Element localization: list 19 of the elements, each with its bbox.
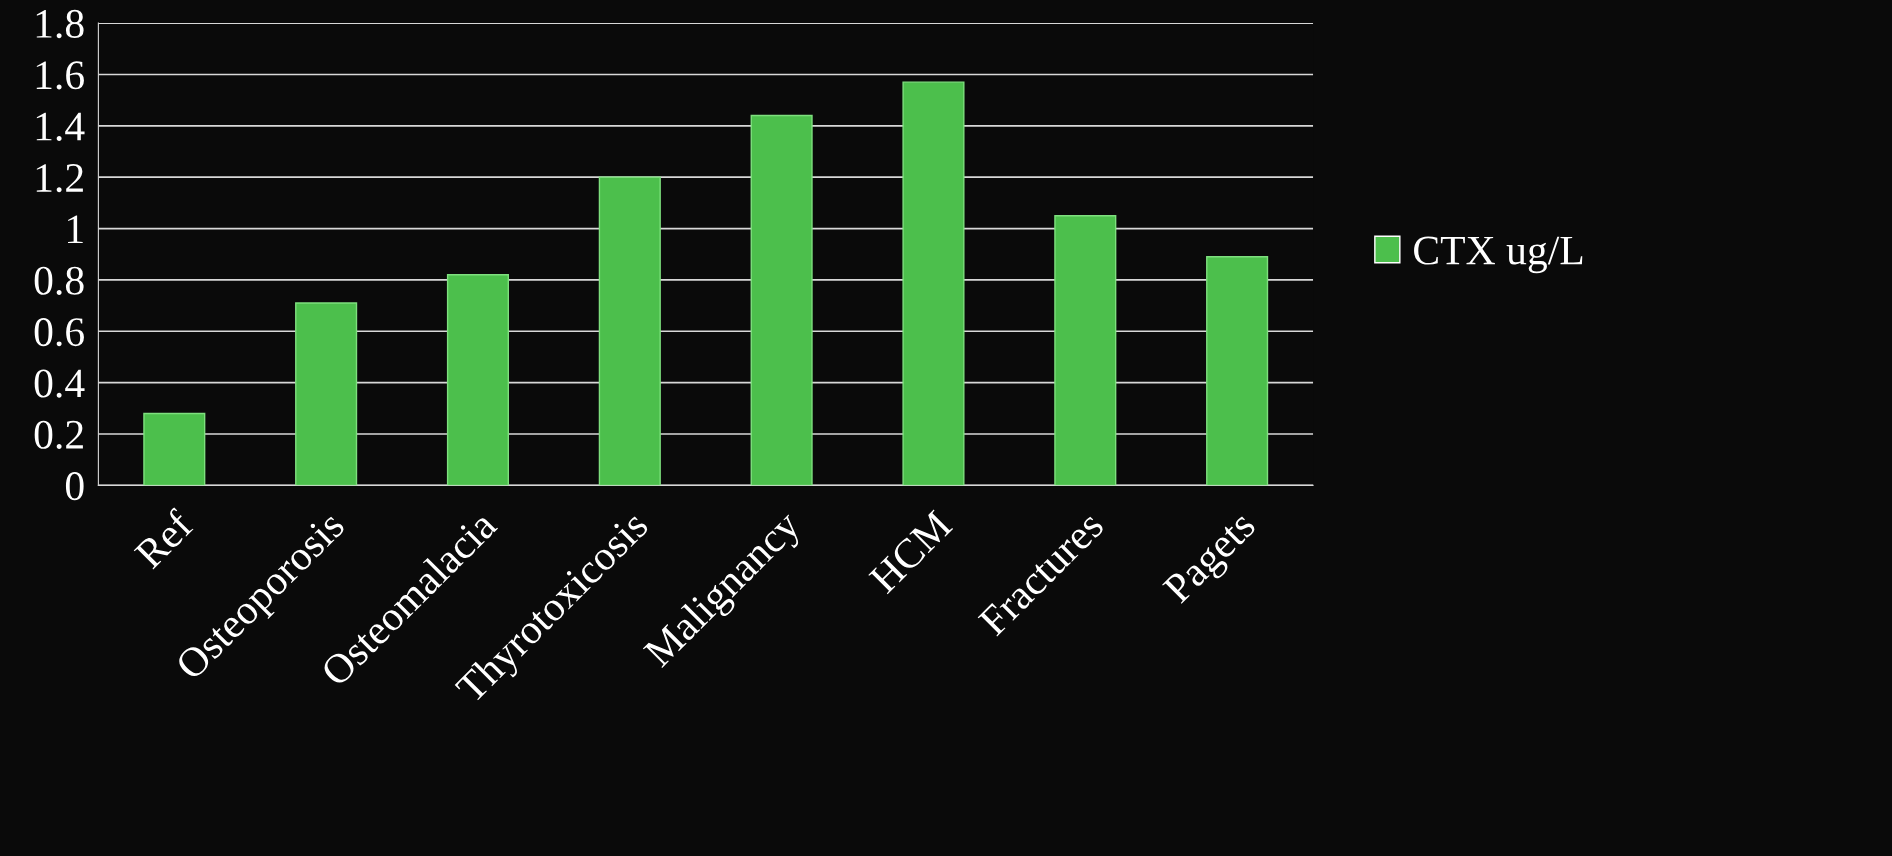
legend-label: CTX ug/L (1414, 236, 1583, 274)
y-tick-label: 1.4 (36, 112, 85, 141)
bar (598, 176, 661, 486)
bar (902, 81, 965, 486)
y-tick-label: 0.6 (34, 318, 84, 347)
bar (295, 302, 358, 486)
bar (1206, 256, 1269, 486)
y-tick-label: 0.8 (34, 266, 84, 295)
y-tick-label: 1 (68, 215, 83, 244)
y-tick-label: 0 (65, 472, 84, 501)
y-tick-label: 0.4 (34, 369, 85, 398)
bar (750, 114, 813, 486)
bar (446, 274, 510, 486)
bar (1054, 215, 1117, 486)
bar (143, 412, 206, 486)
y-tick-label: 1.8 (36, 9, 84, 39)
y-tick-label: 1.2 (36, 164, 83, 193)
y-tick-label: 0.2 (34, 420, 83, 450)
y-tick-label: 1.6 (36, 61, 84, 90)
